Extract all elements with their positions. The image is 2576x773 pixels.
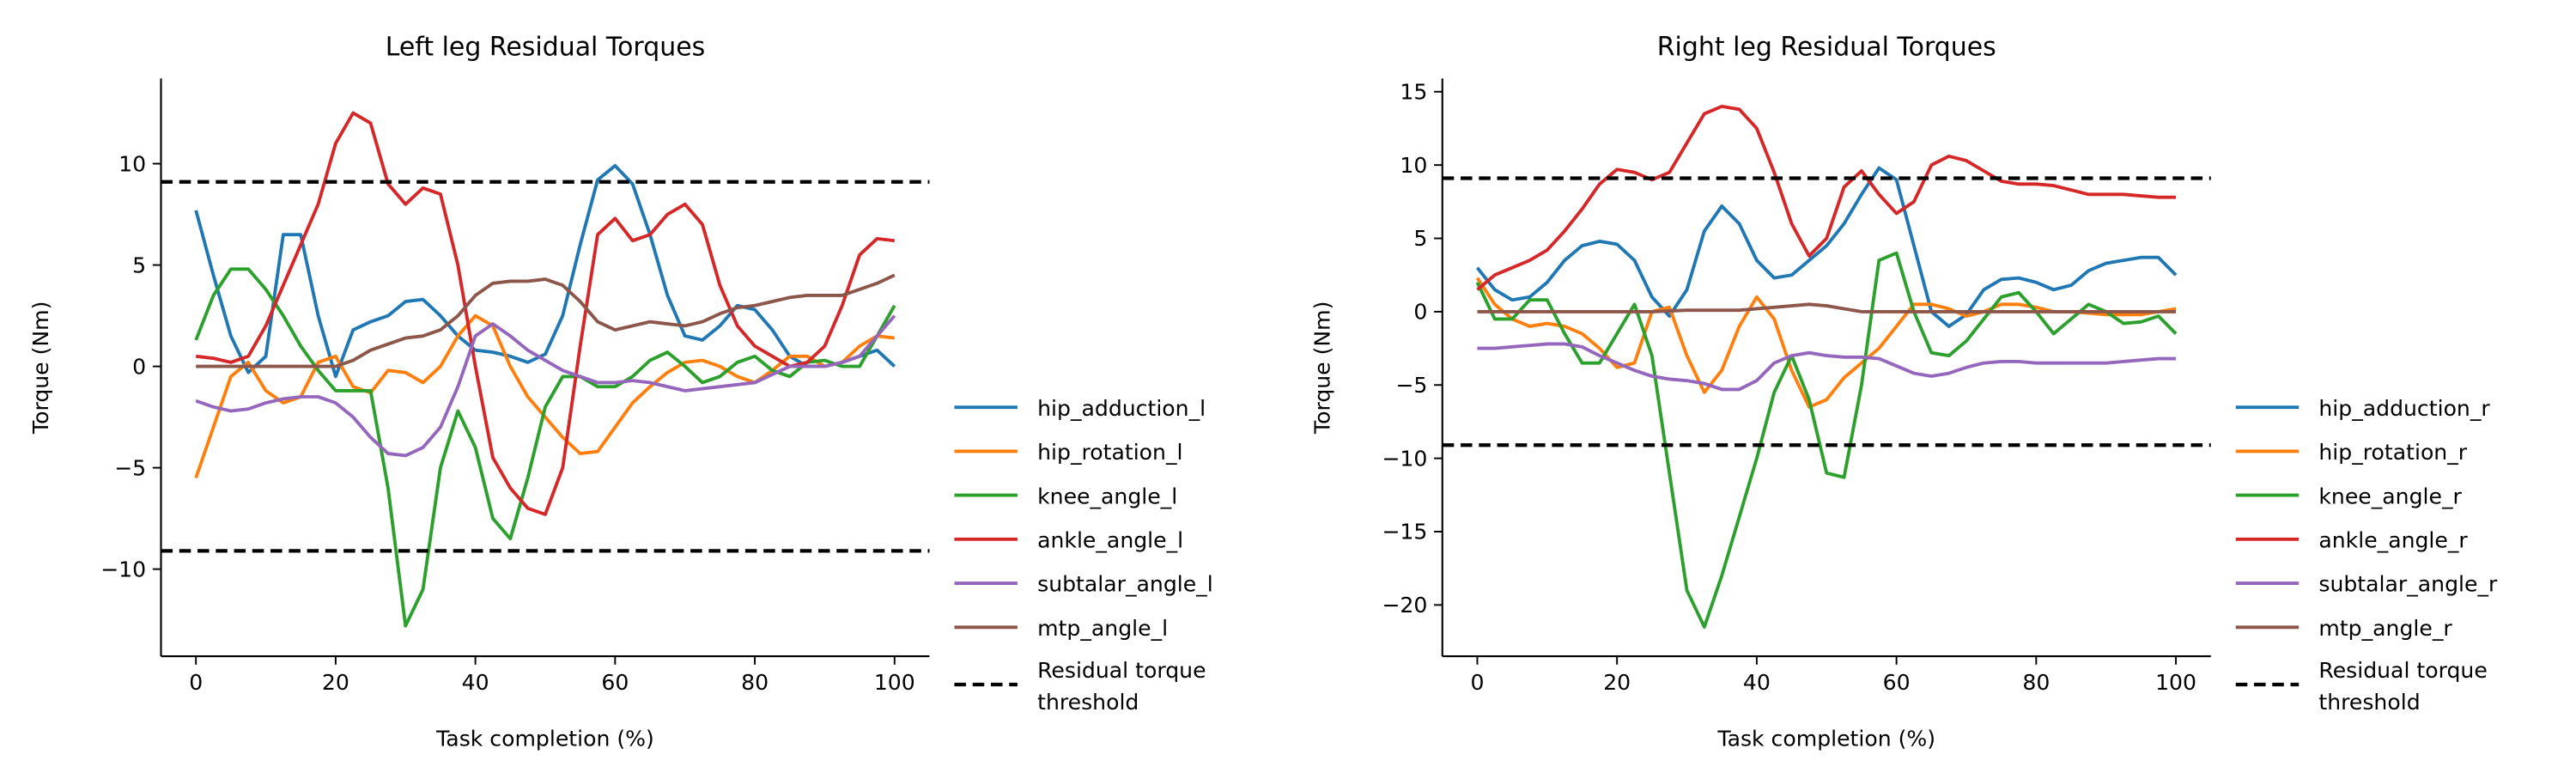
x-tick-label: 80: [741, 670, 769, 695]
x-axis-label: Task completion (%): [435, 726, 654, 751]
x-tick-label: 40: [1743, 670, 1771, 695]
x-tick-label: 20: [1603, 670, 1631, 695]
y-tick-label: −10: [1382, 446, 1427, 471]
legend-label: knee_angle_l: [1037, 484, 1177, 508]
y-tick-label: 15: [1400, 79, 1427, 104]
legend-label: Residual torque threshold: [1037, 658, 1206, 715]
legend-label: subtalar_angle_r: [2318, 572, 2498, 597]
x-tick-label: 60: [601, 670, 629, 695]
chart-title: Right leg Residual Torques: [1657, 32, 1996, 62]
series-line: [1477, 342, 2177, 392]
series-line: [195, 314, 896, 458]
y-tick-label: 10: [118, 151, 146, 176]
x-tick-label: 80: [2022, 670, 2050, 695]
legend-label: knee_angle_r: [2318, 484, 2462, 508]
y-tick-label: 5: [1413, 226, 1427, 251]
series-line: [1475, 166, 2178, 328]
y-tick-label: −5: [1395, 373, 1427, 398]
legend-label: hip_rotation_r: [2318, 440, 2467, 465]
y-tick-label: 0: [1413, 300, 1427, 325]
y-tick-label: −10: [100, 557, 146, 581]
series-line: [1475, 251, 2178, 629]
legend-label: hip_rotation_l: [1037, 440, 1182, 465]
chart-title: Left leg Residual Torques: [386, 32, 706, 62]
series-line: [194, 267, 896, 628]
legend-label: mtp_angle_r: [2318, 616, 2452, 641]
y-tick-label: 10: [1400, 153, 1427, 178]
x-axis-label: Task completion (%): [1716, 726, 1935, 751]
x-tick-label: 100: [874, 670, 915, 695]
x-tick-label: 20: [322, 670, 349, 695]
series-line: [194, 163, 896, 379]
x-tick-label: 0: [1470, 670, 1484, 695]
legend-label: Residual torque threshold: [2318, 658, 2487, 715]
x-tick-label: 100: [2155, 670, 2196, 695]
legend-label: mtp_angle_l: [1037, 616, 1168, 641]
y-axis-label: Torque (Nm): [1309, 301, 1334, 435]
series-line: [1475, 277, 2177, 409]
legend-label: ankle_angle_l: [1037, 528, 1183, 553]
y-tick-label: −20: [1382, 593, 1427, 618]
y-axis-label: Torque (Nm): [28, 301, 53, 435]
x-tick-label: 40: [462, 670, 489, 695]
legend-label: hip_adduction_r: [2318, 396, 2490, 421]
series-line: [1477, 302, 2177, 313]
series-line: [196, 273, 896, 368]
series-line: [194, 313, 896, 479]
series-line: [195, 111, 896, 516]
legend-label: subtalar_angle_l: [1037, 572, 1213, 597]
y-tick-label: 5: [132, 253, 146, 277]
series-line: [1476, 104, 2177, 291]
legend-label: hip_adduction_l: [1037, 396, 1206, 421]
x-tick-label: 60: [1883, 670, 1911, 695]
x-tick-label: 0: [189, 670, 203, 695]
y-tick-label: 0: [132, 354, 146, 379]
y-tick-label: −5: [114, 455, 146, 480]
legend-label: ankle_angle_r: [2318, 528, 2468, 553]
y-tick-label: −15: [1382, 520, 1427, 545]
